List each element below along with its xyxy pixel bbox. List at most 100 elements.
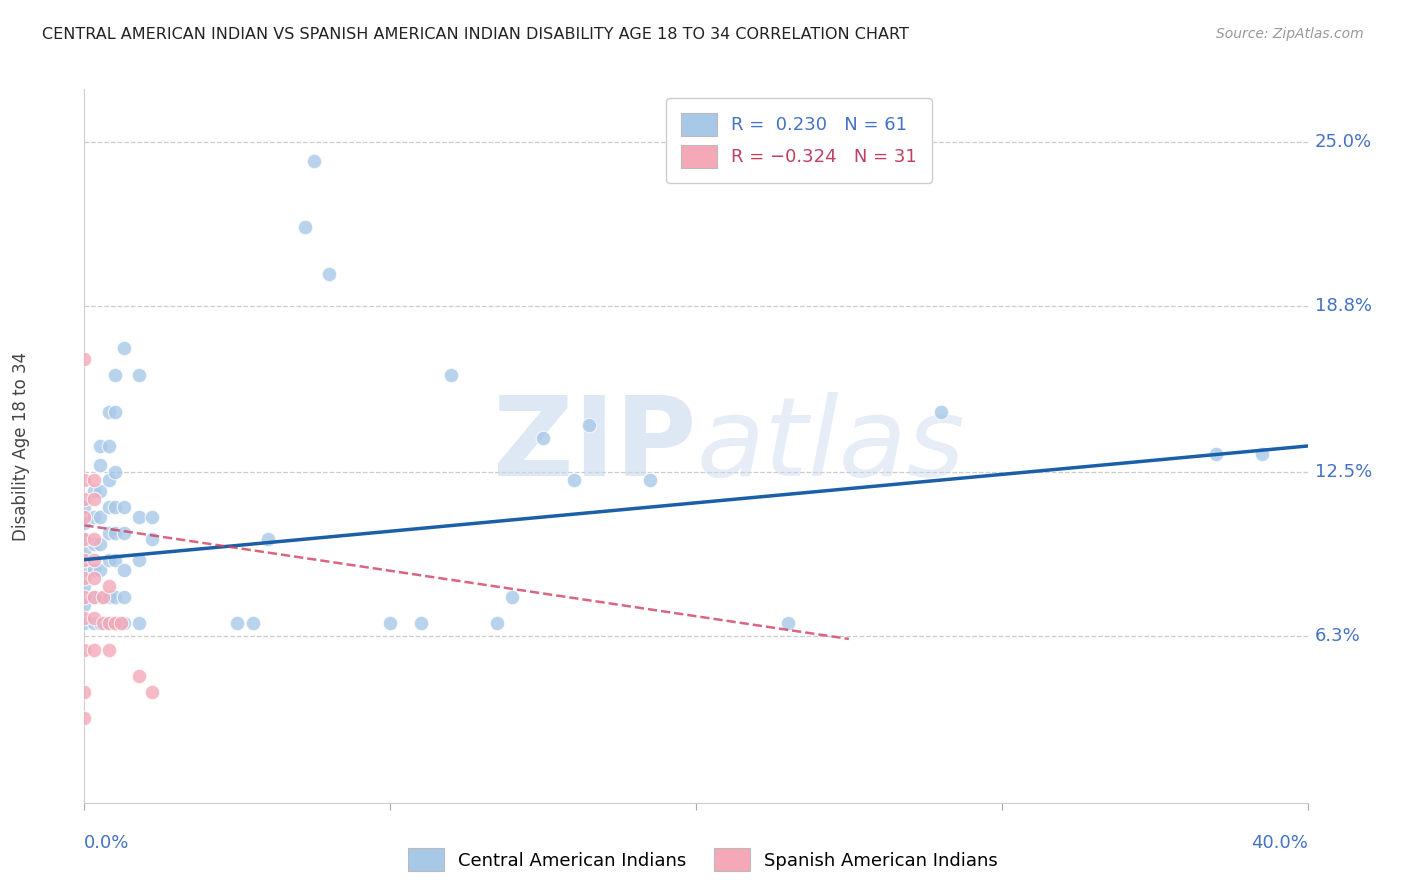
Point [73,351,96,366]
Point [89,483,111,498]
Point [73,685,96,699]
Point [104,590,127,604]
Text: CENTRAL AMERICAN INDIAN VS SPANISH AMERICAN INDIAN DISABILITY AGE 18 TO 34 CORRE: CENTRAL AMERICAN INDIAN VS SPANISH AMERI… [42,27,910,42]
Point [97,616,120,631]
Point [104,466,127,480]
Point [318,267,340,281]
Point [73,545,96,559]
Text: Source: ZipAtlas.com: Source: ZipAtlas.com [1216,27,1364,41]
Point [73,611,96,625]
Point [97,590,120,604]
Point [502,590,524,604]
Text: 12.5%: 12.5% [1315,464,1372,482]
Point [104,500,127,514]
Point [89,616,111,631]
Point [380,616,402,631]
Point [1250,447,1272,461]
Point [83,474,105,488]
Point [112,590,135,604]
Point [83,510,105,524]
Point [73,590,96,604]
Text: ZIP: ZIP [492,392,696,500]
Point [112,563,135,577]
Point [97,404,120,418]
Point [104,552,127,566]
Point [242,616,264,631]
Text: Disability Age 18 to 34: Disability Age 18 to 34 [13,351,30,541]
Point [104,404,127,418]
Point [91,616,114,631]
Point [141,685,163,699]
Point [89,563,111,577]
Point [83,532,105,546]
Point [73,516,96,530]
Point [112,500,135,514]
Point [83,590,105,604]
Text: 18.8%: 18.8% [1315,297,1372,315]
Point [929,404,952,418]
Point [89,537,111,551]
Point [97,474,120,488]
Point [128,368,150,382]
Text: 25.0%: 25.0% [1315,133,1372,151]
Point [73,510,96,524]
Legend: Central American Indians, Spanish American Indians: Central American Indians, Spanish Americ… [401,841,1005,879]
Point [776,616,799,631]
Text: atlas: atlas [696,392,965,500]
Point [531,431,554,445]
Point [97,500,120,514]
Legend: R =  0.230   N = 61, R = −0.324   N = 31: R = 0.230 N = 61, R = −0.324 N = 31 [666,98,932,183]
Point [104,368,127,382]
Point [440,368,463,382]
Point [128,616,150,631]
Point [302,153,325,168]
Point [112,341,135,355]
Point [83,611,105,625]
Point [128,552,150,566]
Point [104,526,127,541]
Point [257,532,280,546]
Point [73,500,96,514]
Point [89,458,111,472]
Point [83,552,105,566]
Point [73,491,96,506]
Point [1205,447,1227,461]
Point [73,642,96,657]
Point [128,510,150,524]
Point [97,616,120,631]
Text: 6.3%: 6.3% [1315,627,1361,645]
Point [294,219,316,234]
Point [112,526,135,541]
Text: 0.0%: 0.0% [84,834,129,852]
Point [409,616,432,631]
Point [83,537,105,551]
Point [97,439,120,453]
Point [97,642,120,657]
Point [73,563,96,577]
Point [89,590,111,604]
Point [638,474,661,488]
Point [89,439,111,453]
Point [73,571,96,585]
Point [83,616,105,631]
Point [226,616,249,631]
Point [73,579,96,593]
Point [104,616,127,631]
Point [83,563,105,577]
Point [83,491,105,506]
Point [89,510,111,524]
Point [578,417,600,432]
Point [128,669,150,683]
Point [73,552,96,566]
Text: 40.0%: 40.0% [1251,834,1308,852]
Point [486,616,509,631]
Point [112,616,135,631]
Point [91,590,114,604]
Point [110,616,132,631]
Point [73,711,96,725]
Point [83,483,105,498]
Point [562,474,585,488]
Point [73,532,96,546]
Point [83,571,105,585]
Point [97,552,120,566]
